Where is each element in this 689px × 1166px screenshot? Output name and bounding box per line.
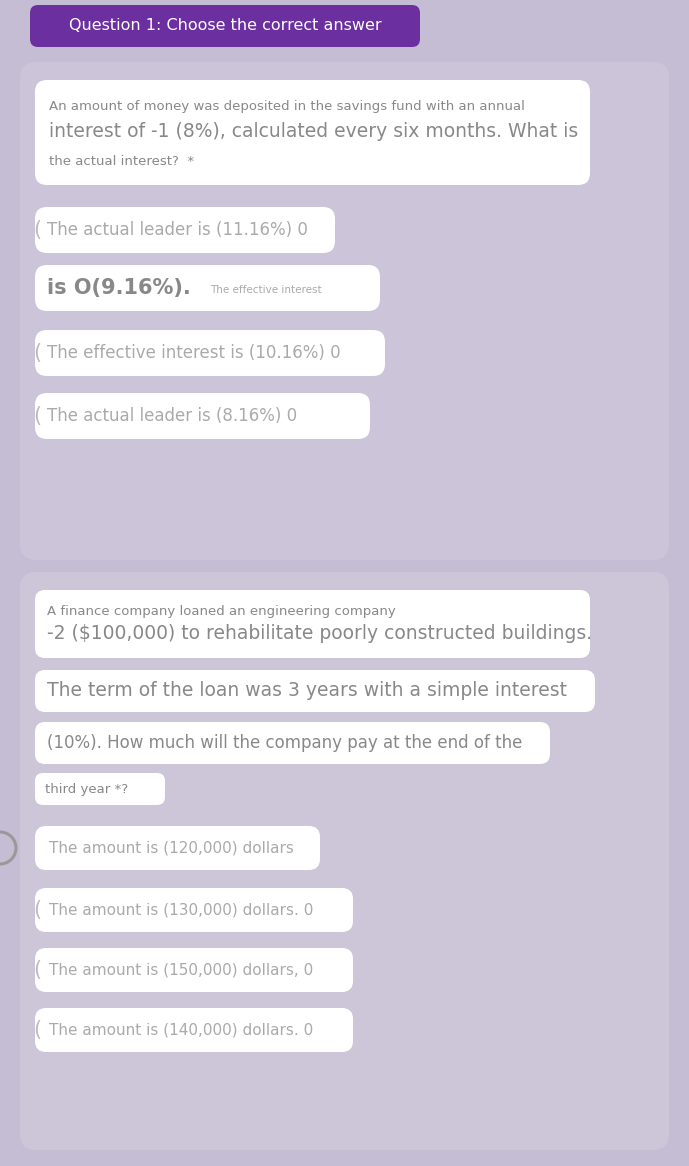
Text: The term of the loan was 3 years with a simple interest: The term of the loan was 3 years with a …: [47, 681, 567, 701]
Text: A finance company loaned an engineering company: A finance company loaned an engineering …: [47, 605, 395, 618]
Text: the actual interest?  *: the actual interest? *: [49, 155, 194, 168]
Text: An amount of money was deposited in the savings fund with an annual: An amount of money was deposited in the …: [49, 100, 525, 113]
FancyBboxPatch shape: [35, 265, 380, 311]
Text: The amount is (120,000) dollars: The amount is (120,000) dollars: [49, 841, 294, 856]
FancyBboxPatch shape: [35, 722, 550, 764]
FancyBboxPatch shape: [35, 208, 335, 253]
Text: (: (: [33, 900, 41, 920]
FancyBboxPatch shape: [35, 670, 595, 712]
Text: Question 1: Choose the correct answer: Question 1: Choose the correct answer: [69, 19, 381, 34]
Text: The amount is (130,000) dollars. 0: The amount is (130,000) dollars. 0: [49, 902, 313, 918]
FancyBboxPatch shape: [35, 590, 590, 658]
FancyBboxPatch shape: [35, 948, 353, 992]
Text: The amount is (150,000) dollars, 0: The amount is (150,000) dollars, 0: [49, 962, 313, 977]
FancyBboxPatch shape: [20, 573, 669, 1150]
Text: -2 ($100,000) to rehabilitate poorly constructed buildings.: -2 ($100,000) to rehabilitate poorly con…: [47, 624, 592, 642]
Text: (: (: [33, 406, 41, 426]
Text: The amount is (140,000) dollars. 0: The amount is (140,000) dollars. 0: [49, 1023, 313, 1038]
Text: (: (: [33, 960, 41, 979]
Text: The actual leader is (11.16%) 0: The actual leader is (11.16%) 0: [47, 222, 308, 239]
Text: (10%). How much will the company pay at the end of the: (10%). How much will the company pay at …: [47, 735, 522, 752]
Text: interest of -1 (8%), calculated every six months. What is: interest of -1 (8%), calculated every si…: [49, 122, 578, 141]
Text: (: (: [33, 1020, 41, 1040]
FancyBboxPatch shape: [35, 773, 165, 805]
FancyBboxPatch shape: [35, 330, 385, 375]
Text: is O(9.16%).: is O(9.16%).: [47, 278, 191, 298]
FancyBboxPatch shape: [35, 888, 353, 932]
FancyBboxPatch shape: [35, 80, 590, 185]
Text: The effective interest: The effective interest: [210, 285, 322, 295]
Text: (: (: [33, 220, 41, 240]
FancyBboxPatch shape: [35, 1007, 353, 1052]
FancyBboxPatch shape: [35, 393, 370, 440]
FancyBboxPatch shape: [30, 5, 420, 47]
FancyBboxPatch shape: [35, 826, 320, 870]
Text: The effective interest is (10.16%) 0: The effective interest is (10.16%) 0: [47, 344, 340, 361]
FancyBboxPatch shape: [20, 62, 669, 560]
Text: third year *?: third year *?: [45, 782, 128, 795]
Text: (: (: [33, 343, 41, 363]
Text: The actual leader is (8.16%) 0: The actual leader is (8.16%) 0: [47, 407, 297, 424]
